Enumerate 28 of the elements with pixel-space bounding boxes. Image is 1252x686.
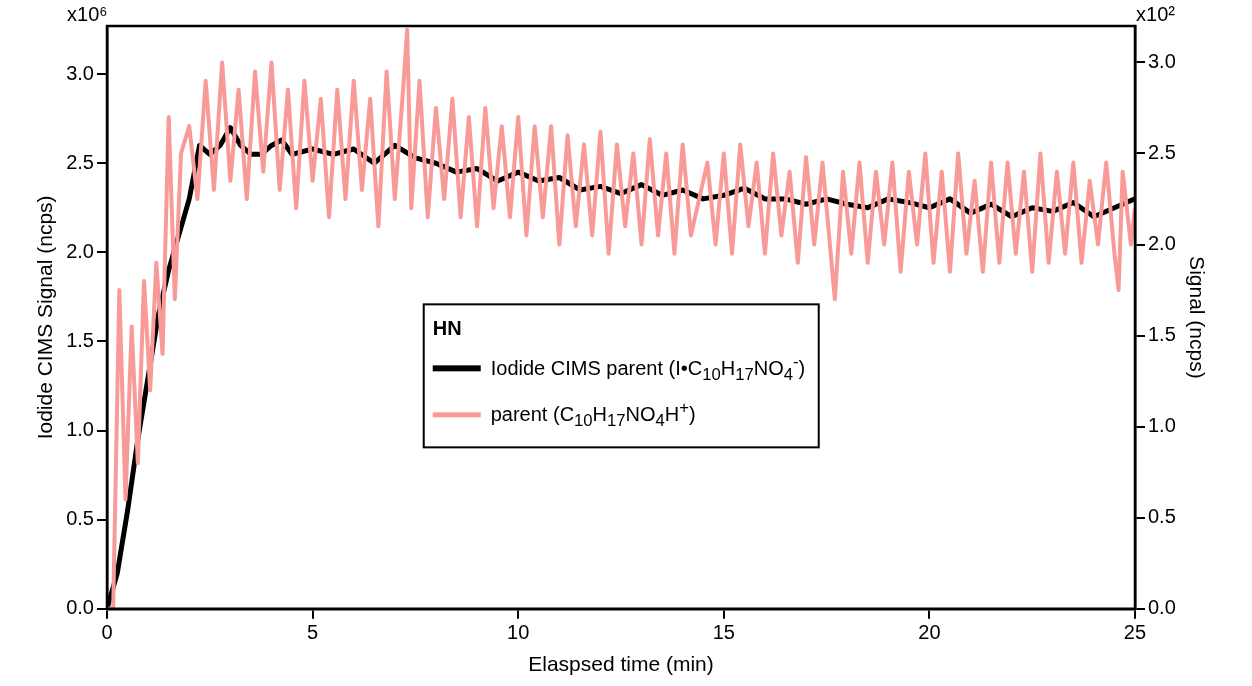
text: parent (C$_{10}$H$_{17}$NO$_{4}$H$^{+}$) bbox=[490, 398, 696, 431]
y2-tick-label: 2.5 bbox=[1148, 141, 1176, 163]
x-tick-label: 0 bbox=[101, 621, 113, 644]
y-tick-label: 1.5 bbox=[66, 328, 94, 351]
y2-axis-title: Signal (ncps) bbox=[1185, 256, 1209, 379]
x-tick-label: 25 bbox=[1123, 621, 1147, 644]
legend-label: Iodide CIMS parent (I•C$_{10}$H$_{17}$NO$_{4}$$^{-}$) bbox=[490, 351, 806, 386]
y-tick-label: 0.0 bbox=[66, 596, 94, 619]
legend-title: HN bbox=[432, 316, 463, 341]
y-tick-label: 3.0 bbox=[66, 61, 94, 84]
y2-tick-label: 0.0 bbox=[1148, 596, 1176, 619]
y-tick-label: 0.5 bbox=[66, 507, 94, 530]
y-axis-title: Iodide CIMS Signal (ncps) bbox=[33, 195, 57, 440]
y2-tick-label: 1.0 bbox=[1148, 414, 1176, 437]
y-tick-label: 2.0 bbox=[66, 239, 94, 262]
y-tick-label: 1.0 bbox=[66, 418, 94, 441]
x-tick-label: 20 bbox=[918, 621, 941, 644]
x-axis-title: Elaspsed time (min) bbox=[528, 652, 714, 676]
text: x10⁶ bbox=[67, 2, 108, 25]
y2-tick-label: 3.0 bbox=[1148, 49, 1176, 72]
y2-tick-label: 0.5 bbox=[1148, 505, 1176, 528]
y2-tick-label: 1.5 bbox=[1148, 323, 1176, 346]
y2-tick-label: 2.0 bbox=[1148, 232, 1176, 255]
y-tick-label: 2.5 bbox=[66, 150, 94, 173]
x-tick-label: 10 bbox=[507, 621, 530, 644]
x-tick-label: 5 bbox=[307, 621, 319, 644]
text: x10² bbox=[1136, 2, 1176, 25]
x-tick-label: 15 bbox=[712, 621, 735, 644]
